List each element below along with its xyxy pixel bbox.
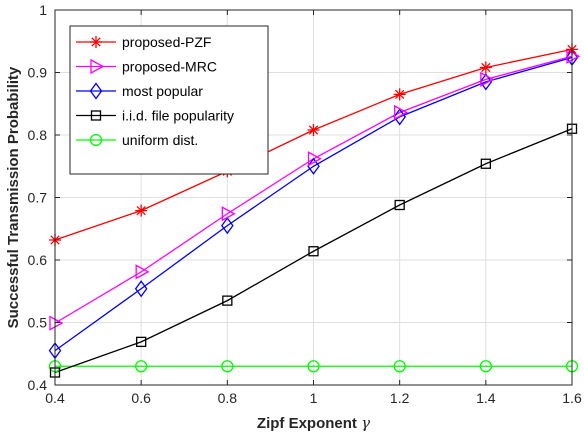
y-axis-label: Successful Transmission Probability	[5, 66, 22, 328]
data-point	[134, 280, 148, 298]
data-point	[49, 315, 64, 331]
data-point	[480, 71, 495, 87]
data-point	[221, 206, 236, 222]
data-point	[480, 158, 491, 169]
legend-entry: i.i.d. file popularity	[76, 108, 234, 124]
legend-label: i.i.d. file popularity	[122, 108, 234, 124]
data-point	[307, 157, 320, 175]
legend-label: proposed-MRC	[122, 59, 217, 75]
legend-entry: proposed-PZF	[76, 34, 211, 50]
legend-label: most popular	[122, 83, 203, 99]
data-point	[308, 246, 319, 257]
legend-box	[69, 25, 269, 175]
x-tick-label: 0.4	[45, 390, 65, 406]
data-point	[307, 124, 320, 136]
y-tick-label: 1	[39, 2, 47, 18]
legend: proposed-PZF proposed-MRC most popular i.i.…	[69, 25, 269, 175]
x-tick-label: 1.6	[562, 390, 582, 406]
y-axis-ticks: 0.4 0.5 0.6 0.7 0.8 0.9 1	[28, 2, 572, 393]
y-tick-label: 0.9	[28, 65, 48, 81]
legend-entry: uniform dist.	[76, 132, 198, 148]
data-point	[135, 360, 148, 373]
legend-entry: most popular	[76, 82, 203, 100]
legend-marker	[90, 36, 102, 48]
x-tick-label: 1.4	[476, 390, 496, 406]
legend-marker	[90, 58, 105, 75]
x-axis-symbol: γ	[361, 414, 370, 432]
data-point	[307, 360, 320, 373]
x-axis-ticks: 0.4 0.6 0.8 1 1.2 1.4 1.6	[45, 10, 582, 406]
y-tick-label: 0.4	[28, 377, 48, 393]
data-point	[221, 217, 234, 235]
legend-entry: proposed-MRC	[76, 59, 217, 75]
series-line	[54, 128, 573, 374]
data-point	[222, 295, 233, 306]
legend-label: proposed-PZF	[122, 34, 211, 50]
data-point	[479, 61, 492, 74]
data-point	[393, 88, 406, 101]
y-tick-label: 0.8	[28, 127, 48, 143]
legend-marker	[89, 133, 103, 147]
data-point	[479, 360, 492, 373]
y-tick-label: 0.7	[28, 190, 48, 206]
data-point	[566, 48, 581, 64]
data-point	[221, 360, 234, 373]
legend-marker	[90, 110, 102, 121]
data-point	[135, 204, 148, 217]
x-tick-label: 0.6	[131, 390, 151, 406]
legend-label: uniform dist.	[122, 132, 198, 148]
x-tick-label: 0.8	[218, 390, 238, 406]
x-tick-label: 1.2	[390, 390, 410, 406]
y-tick-label: 0.5	[28, 315, 48, 331]
data-point	[394, 104, 409, 121]
data-point	[136, 336, 147, 348]
data-point	[394, 199, 405, 211]
data-point	[479, 73, 493, 91]
x-axis-label: Zipf Exponent γ	[257, 414, 370, 432]
y-tick-label: 0.6	[28, 252, 48, 268]
data-point	[307, 151, 322, 167]
data-point	[393, 360, 406, 373]
data-point	[135, 264, 150, 280]
series-line	[54, 56, 573, 352]
x-axis-label-text: Zipf Exponent	[257, 415, 361, 432]
legend-marker	[89, 82, 103, 100]
x-tick-label: 1	[310, 390, 318, 406]
